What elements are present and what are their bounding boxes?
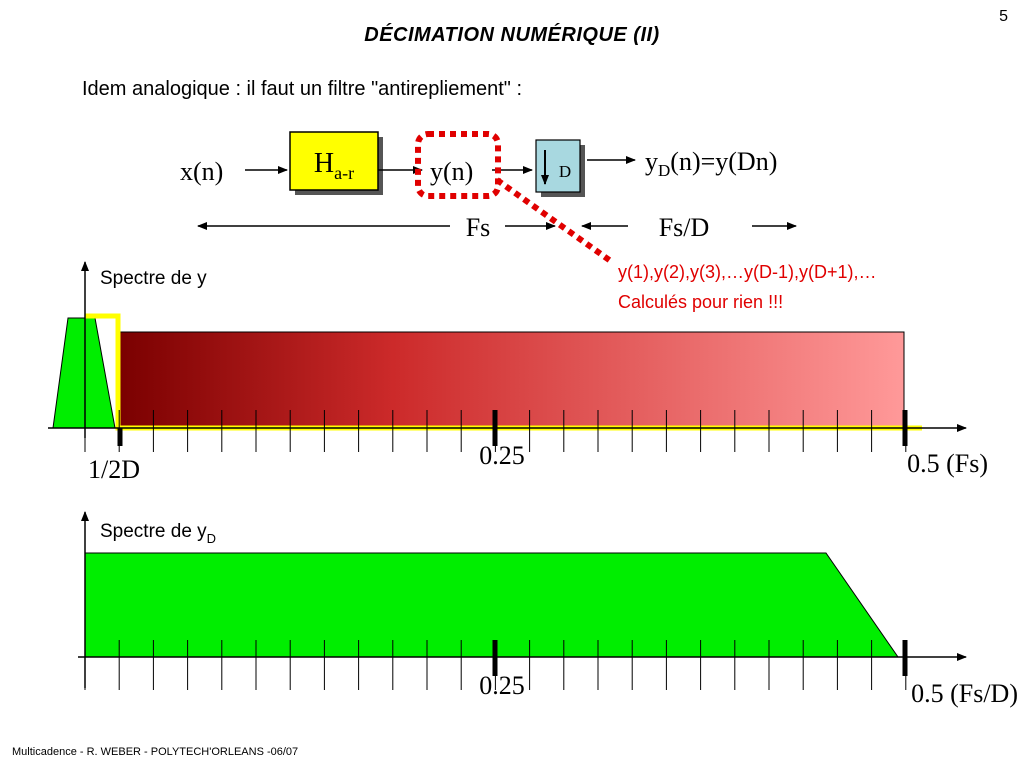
cutoff-label: 1/2D: [88, 455, 140, 484]
annotation-line-1: y(1),y(2),y(3),…y(D-1),y(D+1),…: [618, 262, 877, 282]
filter-subscript: a-r: [334, 163, 354, 183]
yd-x-axis-minor-ticks: [84, 640, 907, 690]
filter-symbol: H: [314, 148, 334, 179]
yd-tick-end-label: 0.5 (Fs/D): [911, 679, 1018, 708]
footer-text: Multicadence - R. WEBER - POLYTECH'ORLEA…: [12, 746, 299, 758]
aliased-spectrum-region: [117, 331, 905, 429]
decimator-block: D: [535, 139, 585, 197]
page-number: 5: [999, 8, 1008, 25]
page-title: DÉCIMATION NUMÉRIQUE (II): [364, 24, 660, 46]
input-label: x(n): [180, 157, 223, 186]
spectrum-y: [48, 261, 967, 452]
annotation-line-2: Calculés pour rien !!!: [618, 292, 783, 312]
decimated-spectrum-band: [84, 552, 899, 658]
rate-in-label: Fs: [466, 213, 491, 242]
output-label: yD(n)=y(Dn): [645, 147, 777, 180]
decimator-symbol: D: [559, 162, 571, 181]
yd-tick-mid-label: 0.25: [479, 671, 525, 700]
spectrum-y-label: Spectre de y: [100, 268, 207, 289]
wasted-samples-highlight: [415, 131, 614, 265]
rate-out-label: Fs/D: [659, 213, 710, 242]
antialias-filter-block: Ha-r: [289, 131, 383, 195]
signal-spectrum-band: [52, 317, 116, 429]
svg-text:Ha-r: Ha-r: [314, 148, 354, 183]
spectrum-yd: [78, 511, 967, 690]
tick-end-label: 0.5 (Fs): [907, 449, 988, 478]
spectrum-yd-label: Spectre de yD: [100, 521, 216, 546]
tick-mid-label: 0.25: [479, 441, 525, 470]
mid-label: y(n): [430, 157, 473, 186]
intro-text: Idem analogique : il faut un filtre "ant…: [82, 78, 522, 100]
